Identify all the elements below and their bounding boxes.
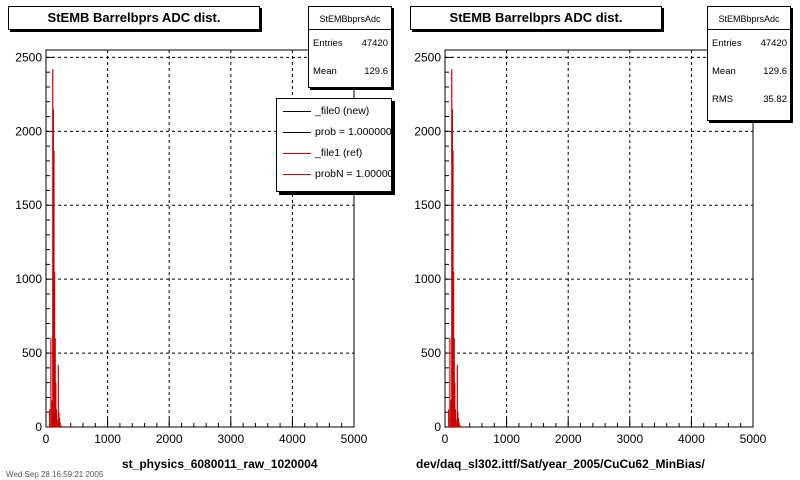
right-stats-box: StEMBbprsAdc Entries 47420 Mean 129.6 RM… [707, 6, 791, 121]
right-stats-entries-value: 47420 [760, 38, 787, 49]
left-stats-entries-value: 47420 [361, 38, 388, 49]
right-stats-mean: Mean 129.6 [708, 58, 790, 86]
legend-line-probn [283, 174, 311, 175]
right-x-tick-label-1000: 1000 [493, 432, 520, 446]
left-y-tick-label-1000: 1000 [15, 272, 42, 286]
right-x-tick-label-0: 0 [442, 432, 449, 446]
left-y-tick-label-0: 0 [35, 420, 42, 434]
left-stats-mean-value: 129.6 [364, 66, 388, 77]
left-y-tick-label-500: 500 [22, 346, 42, 360]
right-stats-mean-label: Mean [712, 66, 736, 77]
right-x-axis-label: dev/daq_sl302.ittf/Sat/year_2005/CuCu62_… [416, 457, 705, 471]
left-x-tick-label-4000: 4000 [279, 432, 306, 446]
left-x-tick-label-5000: 5000 [341, 432, 368, 446]
legend-label-prob: prob = 1.000000 [315, 126, 392, 138]
right-stats-entries: Entries 47420 [708, 30, 790, 58]
legend-entry-prob: prob = 1.000000 [277, 122, 391, 143]
right-x-tick-label-2000: 2000 [555, 432, 582, 446]
legend-label-ref: _file1 (ref) [315, 147, 363, 159]
left-y-tick-label-1500: 1500 [15, 198, 42, 212]
left-stats-entries-label: Entries [313, 38, 343, 49]
left-x-tick-label-0: 0 [43, 432, 50, 446]
left-stats-name: StEMBbprsAdc [309, 7, 391, 30]
right-stats-name: StEMBbprsAdc [708, 7, 790, 30]
right-y-tick-label-2000: 2000 [414, 124, 441, 138]
right-plot-frame [444, 49, 754, 428]
right-y-tick-label-2500: 2500 [414, 50, 441, 64]
legend-line-ref [283, 153, 311, 154]
footer-date: Wed Sep 28 16:59:21 2005 [6, 470, 104, 479]
left-x-tick-label-1000: 1000 [94, 432, 121, 446]
legend-line-prob [283, 132, 311, 133]
right-chart-title: StEMB Barrelbprs ADC dist. [410, 6, 662, 30]
left-x-axis-label: st_physics_6080011_raw_1020004 [122, 457, 318, 471]
left-stats-entries: Entries 47420 [309, 30, 391, 58]
legend-entry-new: _file0 (new) [277, 101, 391, 122]
legend-label-probn: probN = 1.000000 [315, 168, 392, 180]
left-stats-mean: Mean 129.6 [309, 58, 391, 86]
left-y-tick-label-2500: 2500 [15, 50, 42, 64]
legend-line-new [283, 111, 311, 112]
left-stats-mean-label: Mean [313, 66, 337, 77]
right-stats-rms-value: 35.82 [763, 94, 787, 105]
right-stats-rms-label: RMS [712, 94, 734, 105]
left-x-tick-label-2000: 2000 [156, 432, 183, 446]
left-x-tick-label-3000: 3000 [217, 432, 244, 446]
left-chart-title: StEMB Barrelbprs ADC dist. [8, 6, 260, 30]
legend-entry-probn: probN = 1.000000 [277, 164, 391, 185]
left-legend: _file0 (new) prob = 1.000000 _file1 (ref… [276, 98, 392, 192]
left-y-tick-label-2000: 2000 [15, 124, 42, 138]
right-stats-rms: RMS 35.82 [708, 86, 790, 114]
right-x-tick-label-5000: 5000 [740, 432, 767, 446]
left-stats-box: StEMBbprsAdc Entries 47420 Mean 129.6 [308, 6, 392, 88]
right-x-tick-label-4000: 4000 [678, 432, 705, 446]
legend-label-new: _file0 (new) [315, 105, 370, 117]
right-stats-mean-value: 129.6 [763, 66, 787, 77]
right-y-tick-label-1000: 1000 [414, 272, 441, 286]
right-y-tick-label-0: 0 [434, 420, 441, 434]
right-y-tick-label-1500: 1500 [414, 198, 441, 212]
right-y-tick-label-500: 500 [421, 346, 441, 360]
right-stats-entries-label: Entries [712, 38, 742, 49]
legend-entry-ref: _file1 (ref) [277, 143, 391, 164]
right-x-tick-label-3000: 3000 [616, 432, 643, 446]
